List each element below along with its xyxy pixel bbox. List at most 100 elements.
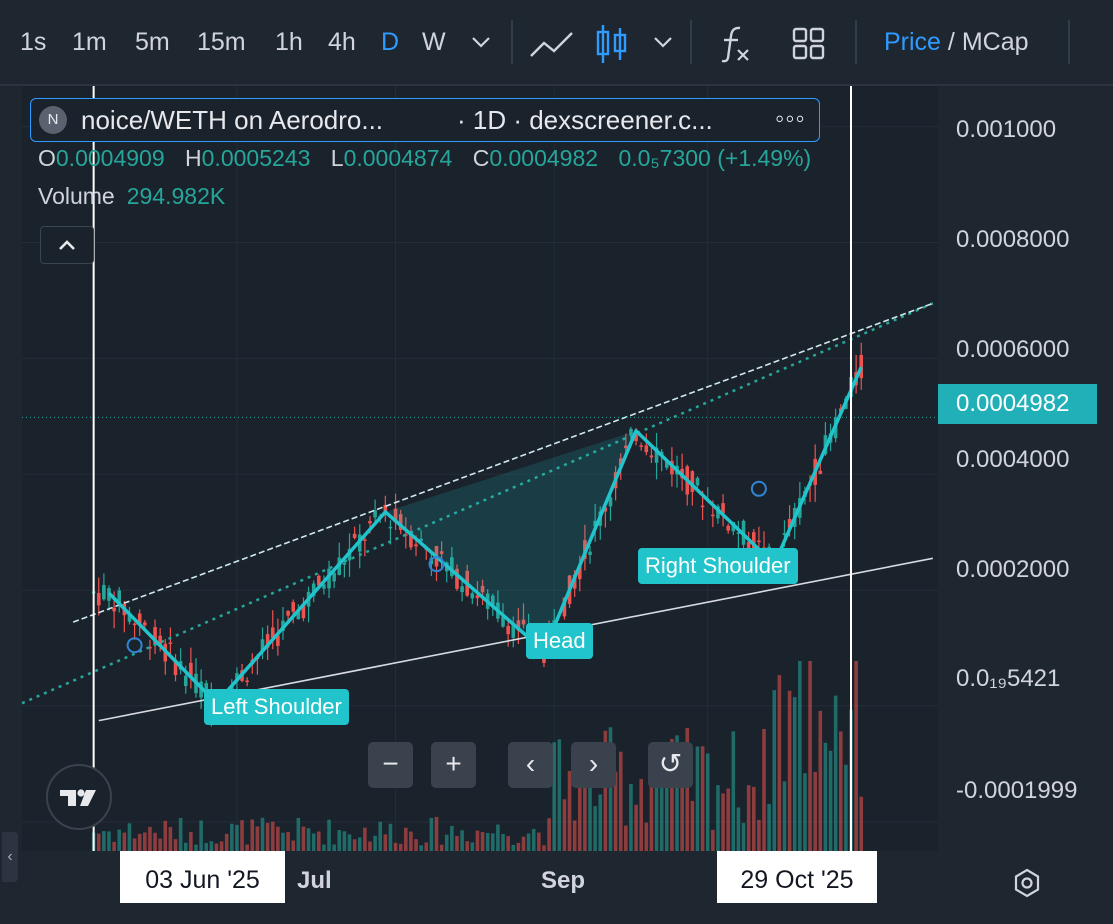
volume-bar: [378, 821, 383, 851]
zoom-in-button[interactable]: +: [431, 742, 476, 788]
volume-bar: [695, 746, 700, 851]
annotation-left-shoulder[interactable]: Left Shoulder: [204, 689, 349, 725]
timeframe-1h[interactable]: 1h: [275, 28, 303, 56]
volume-bar: [613, 771, 618, 851]
more-options-icon[interactable]: ◦◦◦: [775, 103, 806, 133]
candle-body: [189, 662, 193, 679]
volume-bar: [572, 820, 577, 851]
scroll-left-button[interactable]: ‹: [508, 742, 553, 788]
chart-settings-icon[interactable]: [1011, 867, 1043, 899]
candle-body: [127, 612, 132, 622]
candle-body: [721, 503, 725, 514]
chevron-down-icon[interactable]: [652, 34, 674, 50]
volume-bar: [506, 836, 510, 851]
function-icon[interactable]: [718, 24, 754, 64]
volume-bar: [327, 819, 331, 851]
timeframe-4h[interactable]: 4h: [328, 28, 356, 56]
candle-body: [644, 445, 649, 453]
month-label-jul: Jul: [297, 867, 332, 894]
candle-body: [690, 471, 695, 492]
volume-bar: [808, 661, 812, 851]
line-chart-icon[interactable]: [528, 26, 576, 62]
candle-body: [414, 544, 418, 547]
candle-body: [787, 519, 792, 530]
volume-bar: [562, 799, 567, 851]
timeframe-w[interactable]: W: [422, 28, 446, 56]
mcap-option[interactable]: MCap: [961, 28, 1029, 56]
volume-bar: [521, 836, 526, 851]
candle-body: [577, 565, 582, 580]
candle-body: [265, 634, 270, 648]
volume-bar: [470, 842, 475, 851]
candle-body: [368, 520, 372, 524]
timeframe-1m[interactable]: 1m: [72, 28, 107, 56]
candle-body: [158, 635, 162, 647]
volume-bar: [255, 826, 260, 851]
volume-bar: [250, 819, 255, 851]
candle-body: [639, 445, 643, 447]
volume-bar: [588, 750, 592, 851]
annotation-right-shoulder[interactable]: Right Shoulder: [638, 548, 798, 584]
volume-bar: [112, 841, 116, 851]
candle-body: [270, 627, 275, 639]
head-region-shade: [385, 430, 637, 652]
volume-bar: [680, 756, 684, 851]
candle-body: [153, 627, 157, 646]
volume-bar: [240, 820, 244, 851]
current-price-tag: 0.0004982: [938, 384, 1097, 424]
pattern-marker: [428, 556, 445, 573]
candle-body: [301, 604, 306, 619]
toggle-separator: /: [940, 28, 962, 56]
toolbar-divider: [690, 20, 692, 64]
candle-body: [148, 646, 152, 649]
timeframe-15m[interactable]: 15m: [197, 28, 246, 56]
volume-bar: [746, 785, 751, 851]
candle-body: [516, 620, 521, 631]
scroll-right-button[interactable]: ›: [571, 742, 616, 788]
annotation-head[interactable]: Head: [526, 623, 593, 659]
side-panel-toggle[interactable]: ‹: [2, 832, 18, 882]
volume-bar: [439, 844, 444, 851]
volume-bar: [178, 818, 183, 851]
volume-bar: [173, 839, 178, 851]
volume-bar: [219, 841, 224, 851]
reset-chart-button[interactable]: ↺: [648, 742, 693, 788]
candlestick-icon[interactable]: [594, 22, 630, 66]
volume-bar: [782, 781, 787, 851]
candle-body: [711, 514, 715, 517]
timeframe-5m[interactable]: 5m: [135, 28, 170, 56]
candle-body: [183, 675, 188, 687]
zoom-out-button[interactable]: −: [368, 742, 413, 788]
volume-bar: [209, 841, 214, 851]
volume-bar: [194, 844, 198, 851]
volume-bar: [352, 839, 357, 851]
candle-body: [603, 507, 608, 512]
symbol-legend[interactable]: N noice/WETH on Aerodro... · 1D · dexscr…: [30, 98, 820, 142]
volume-bar: [654, 787, 659, 851]
collapse-legend-button[interactable]: [40, 226, 94, 264]
candle-body: [562, 597, 567, 617]
volume-bar: [542, 845, 546, 851]
candle-body: [398, 514, 403, 530]
volume-bar: [270, 821, 275, 851]
volume-bar: [132, 838, 137, 851]
volume-bar: [148, 826, 152, 851]
volume-bar: [716, 785, 720, 851]
layout-grid-icon[interactable]: [792, 27, 826, 61]
timeframe-1s[interactable]: 1s: [20, 28, 47, 56]
price-axis-label: 0.0006000: [956, 336, 1070, 363]
chevron-down-icon[interactable]: [470, 34, 492, 50]
volume-bar: [444, 834, 449, 851]
candle-body: [480, 585, 485, 593]
chart-plot-area[interactable]: [22, 86, 938, 851]
candle-body: [132, 623, 137, 626]
candle-body: [700, 505, 705, 508]
volume-bar: [102, 831, 106, 851]
price-option[interactable]: Price: [884, 28, 941, 56]
price-mcap-toggle[interactable]: Price / MCap: [884, 28, 1029, 57]
volume-bar: [276, 826, 280, 851]
tradingview-logo[interactable]: [46, 764, 112, 830]
volume-bar: [96, 833, 101, 851]
volume-bar: [332, 844, 336, 851]
timeframe-d[interactable]: D: [381, 28, 400, 56]
